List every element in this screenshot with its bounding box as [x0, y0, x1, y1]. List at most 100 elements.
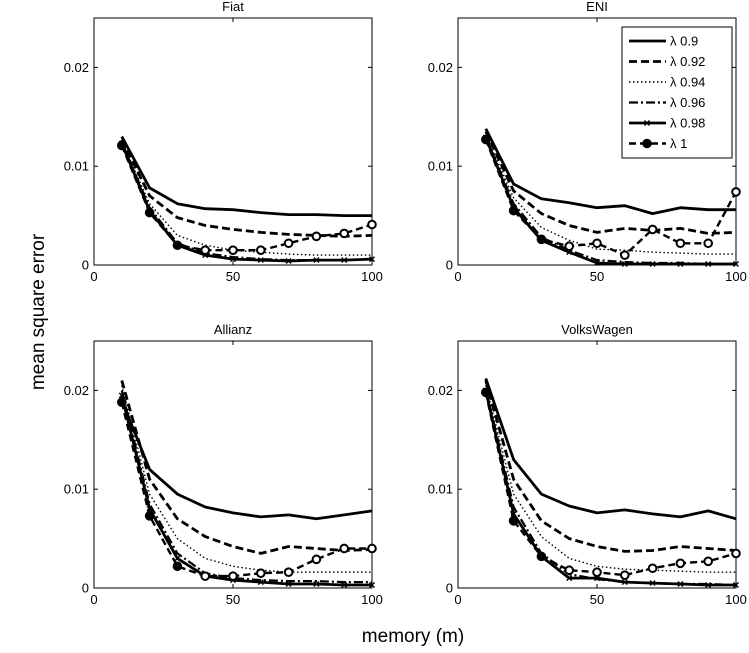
figure-ylabel: mean square error — [28, 233, 49, 390]
panel-3: VolksWagen 0 50 100 0 0.01 0.02 — [428, 322, 747, 607]
series-line — [484, 380, 737, 553]
series-line — [121, 141, 372, 256]
data-point — [228, 571, 238, 581]
legend-entry: λ 0.94 — [629, 75, 705, 90]
x-tick-label: 0 — [454, 592, 461, 607]
data-point — [369, 582, 375, 589]
x-tick-label: 100 — [361, 592, 383, 607]
data-point — [341, 257, 348, 264]
data-point — [174, 555, 181, 562]
data-point — [733, 582, 739, 589]
series-line — [121, 385, 372, 573]
legend-entry: λ 1 — [629, 136, 687, 151]
y-tick-label: 0 — [82, 581, 89, 596]
y-tick-label: 0.02 — [64, 60, 89, 75]
data-point — [117, 140, 127, 151]
panel-title: ENI — [586, 0, 608, 14]
series-line — [484, 392, 737, 577]
legend-entry: λ 0.98 — [629, 116, 705, 131]
data-point — [703, 556, 714, 567]
series-line — [485, 385, 736, 573]
data-point — [675, 558, 686, 569]
series-line — [120, 399, 373, 521]
legend-label: λ 0.92 — [670, 54, 705, 69]
data-point — [339, 543, 350, 554]
series-line — [484, 388, 737, 587]
data-point — [257, 257, 264, 264]
data-point — [731, 187, 741, 197]
y-tick-label: 0.01 — [428, 159, 453, 174]
data-point — [677, 261, 684, 268]
y-tick-label: 0.02 — [64, 383, 89, 398]
legend-box — [621, 26, 733, 159]
data-point — [283, 567, 294, 577]
data-point — [675, 238, 686, 249]
data-point — [705, 582, 712, 589]
series-line — [484, 136, 736, 266]
series-line — [485, 134, 736, 255]
data-point — [592, 238, 602, 249]
data-point — [283, 238, 294, 249]
panel-title: Allianz — [214, 322, 252, 337]
data-point — [621, 579, 628, 586]
data-point — [285, 258, 292, 265]
data-point — [566, 575, 573, 582]
data-point — [508, 205, 519, 216]
series-line — [484, 390, 736, 587]
data-point — [256, 245, 266, 255]
y-tick-label: 0 — [446, 581, 453, 596]
x-tick-label: 100 — [361, 269, 383, 284]
data-point — [564, 565, 575, 576]
series-line — [120, 380, 373, 555]
series-line — [484, 128, 736, 216]
data-point — [341, 582, 348, 589]
panel-1: ENI 0 50 100 0 0.01 0.02 — [428, 0, 747, 284]
legend-marker — [642, 138, 652, 149]
y-tick-label: 0.01 — [64, 159, 89, 174]
data-point — [481, 134, 491, 145]
data-point — [367, 219, 377, 230]
data-point — [117, 397, 127, 408]
x-tick-label: 0 — [454, 269, 461, 284]
x-tick-label: 50 — [226, 592, 240, 607]
data-point — [230, 256, 236, 263]
legend-entry: λ 0.96 — [629, 95, 705, 110]
axes-box — [457, 340, 737, 589]
data-point — [200, 571, 210, 581]
data-point — [481, 387, 491, 398]
panel-title: Fiat — [222, 0, 244, 14]
axes-box — [93, 17, 373, 266]
data-point — [118, 392, 125, 399]
data-point — [311, 554, 322, 565]
data-point — [647, 224, 658, 235]
data-point — [313, 257, 320, 264]
y-tick-label: 0.02 — [428, 60, 453, 75]
panel-title: VolksWagen — [561, 322, 633, 337]
figure-xlabel: memory (m) — [362, 626, 464, 647]
data-point — [733, 261, 739, 268]
panel-2: Allianz 0 50 100 0 0.01 0.02 — [64, 322, 383, 607]
legend-label: λ 0.94 — [670, 75, 705, 90]
data-point — [256, 568, 266, 578]
x-tick-label: 0 — [90, 592, 97, 607]
axes-box — [93, 340, 373, 589]
legend-marker — [644, 120, 650, 126]
data-point — [508, 516, 519, 526]
data-point — [621, 261, 628, 268]
y-tick-label: 0.01 — [428, 482, 453, 497]
series-line — [484, 378, 737, 521]
data-point — [677, 581, 684, 588]
data-point — [144, 207, 155, 218]
legend-label: λ 0.9 — [670, 34, 698, 49]
data-point — [285, 581, 292, 588]
data-point — [536, 551, 547, 562]
y-tick-label: 0 — [82, 258, 89, 273]
series-line — [120, 145, 373, 252]
legend-label: λ 0.96 — [670, 95, 705, 110]
panel-0: Fiat 0 50 100 0 0.01 0.02 — [64, 0, 383, 284]
data-point — [369, 256, 375, 263]
data-point — [339, 228, 350, 239]
data-point — [172, 561, 183, 572]
series-line — [484, 131, 737, 235]
